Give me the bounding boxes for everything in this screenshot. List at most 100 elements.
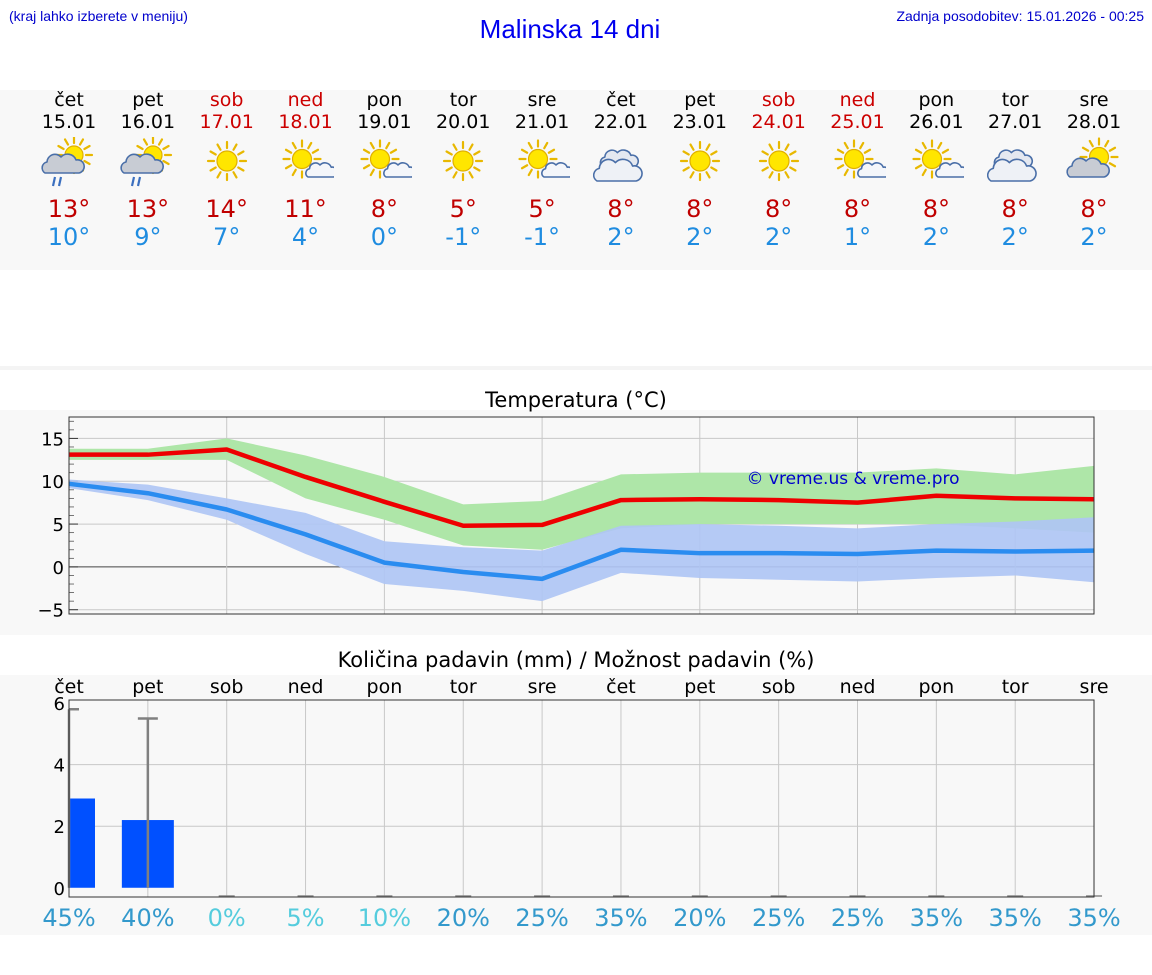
- min-temp-point: [935, 550, 937, 552]
- precip-day-label: sre: [527, 676, 557, 698]
- y-tick-label: 2: [54, 817, 65, 838]
- max-temp-point: [857, 502, 858, 504]
- precip-day-label: sob: [761, 676, 796, 698]
- min-temp: 4°: [291, 223, 320, 251]
- day-date: 25.01: [830, 111, 885, 133]
- day-name: pon: [366, 89, 403, 111]
- sun-icon: [679, 140, 720, 182]
- location-hint: (kraj lahko izberete v meniju): [9, 8, 188, 24]
- max-temp: 8°: [1001, 195, 1029, 223]
- day-column: pet 23.01 8° 2°: [660, 89, 740, 251]
- day-date: 19.01: [357, 111, 412, 133]
- min-temp: 0°: [370, 223, 399, 251]
- day-name: čet: [54, 89, 84, 111]
- min-temp: 2°: [1001, 223, 1029, 251]
- min-temp: 1°: [843, 223, 872, 251]
- day-date: 20.01: [436, 111, 491, 133]
- max-temp-point: [699, 498, 701, 500]
- max-temp: 13°: [47, 195, 91, 223]
- y-tick-label: 4: [54, 756, 65, 777]
- precip-probability: 25%: [830, 904, 885, 932]
- temperature-chart-title: Temperatura (°C): [485, 388, 667, 412]
- max-temp-point: [226, 449, 228, 451]
- precip-day-label: pon: [918, 676, 955, 698]
- precip-probability: 25%: [751, 904, 806, 932]
- max-temp: 8°: [843, 195, 872, 223]
- max-temp: 8°: [370, 195, 399, 223]
- precip-probability: 35%: [594, 904, 648, 932]
- precip-day-label: pet: [684, 676, 716, 698]
- y-tick-label: −5: [37, 601, 64, 622]
- max-temp: 8°: [922, 195, 950, 223]
- max-temp: 8°: [686, 195, 714, 223]
- sun-icon: [443, 140, 484, 182]
- day-column: tor 27.01 8° 2°: [975, 89, 1055, 251]
- day-column: pon 26.01 8° 2°: [896, 89, 976, 251]
- day-date: 17.01: [199, 111, 254, 133]
- precip-probability: 40%: [121, 904, 175, 932]
- min-temp: 10°: [47, 223, 91, 251]
- min-temp: 2°: [765, 223, 793, 251]
- day-name: pet: [132, 89, 164, 111]
- max-temp: 13°: [126, 195, 170, 223]
- precip-probability: 0%: [207, 904, 246, 932]
- last-updated: Zadnja posodobitev: 15.01.2026 - 00:25: [896, 8, 1144, 24]
- max-temp-point: [462, 525, 464, 527]
- sun-small-cloud-icon: [360, 139, 413, 179]
- min-temp-point: [778, 552, 780, 554]
- day-column: pet 16.01 13° 9°: [108, 89, 188, 251]
- day-name: sob: [209, 89, 244, 111]
- day-date: 26.01: [909, 111, 964, 133]
- day-name: tor: [449, 89, 477, 111]
- precip-probability: 5%: [286, 904, 325, 932]
- y-tick-label: 5: [53, 515, 64, 536]
- day-name: čet: [606, 89, 636, 111]
- precip-probability: 35%: [909, 904, 964, 932]
- day-date: 16.01: [120, 111, 176, 133]
- precipitation-chart: 0 2 4 6: [54, 694, 1103, 900]
- min-temp: -1°: [524, 223, 561, 251]
- min-temp-point: [699, 552, 701, 554]
- day-name: ned: [839, 89, 876, 111]
- min-temp-point: [462, 571, 464, 573]
- day-column: sob 24.01 8° 2°: [739, 89, 819, 251]
- separator: [0, 366, 1152, 370]
- min-temp: 2°: [686, 223, 714, 251]
- day-name: sob: [761, 89, 796, 111]
- precip-bar: [69, 798, 95, 888]
- sun-icon: [758, 140, 799, 182]
- precipitation-chart-title: Količina padavin (mm) / Možnost padavin …: [337, 648, 815, 672]
- max-temp-point: [147, 454, 149, 456]
- day-column: sob 17.01 14° 7°: [187, 89, 267, 251]
- precip-probability: 25%: [515, 904, 569, 932]
- day-column: ned 18.01 11° 4°: [266, 89, 346, 251]
- day-date: 24.01: [751, 111, 806, 133]
- max-temp: 11°: [284, 195, 327, 223]
- max-temp: 8°: [607, 195, 635, 223]
- min-temp-point: [147, 492, 149, 494]
- day-name: ned: [287, 89, 324, 111]
- day-column: čet 22.01 8° 2°: [581, 89, 661, 251]
- day-column: sre 21.01 5° -1°: [502, 89, 582, 251]
- sun-small-cloud-icon: [518, 139, 571, 179]
- max-temp: 8°: [765, 195, 793, 223]
- y-tick-label: 0: [53, 558, 64, 579]
- day-name: tor: [1001, 89, 1029, 111]
- max-temp-point: [541, 524, 543, 526]
- max-temp-point: [305, 476, 307, 478]
- day-date: 27.01: [987, 111, 1043, 133]
- precip-day-label: pon: [366, 676, 403, 698]
- sun-cloud-icon: [1066, 137, 1119, 178]
- precip-day-label: tor: [449, 676, 477, 698]
- sun-small-cloud-icon: [281, 139, 334, 179]
- clouds-icon: [987, 149, 1038, 182]
- max-temp-point: [935, 495, 937, 497]
- plot-frame: [68, 416, 1095, 615]
- max-temp-point: [383, 501, 385, 503]
- day-name: pon: [918, 89, 955, 111]
- day-date: 15.01: [41, 111, 97, 133]
- precip-day-label: sre: [1079, 676, 1109, 698]
- day-name: sre: [527, 89, 557, 111]
- day-column: pon 19.01 8° 0°: [344, 89, 424, 251]
- max-temp: 5°: [449, 195, 477, 223]
